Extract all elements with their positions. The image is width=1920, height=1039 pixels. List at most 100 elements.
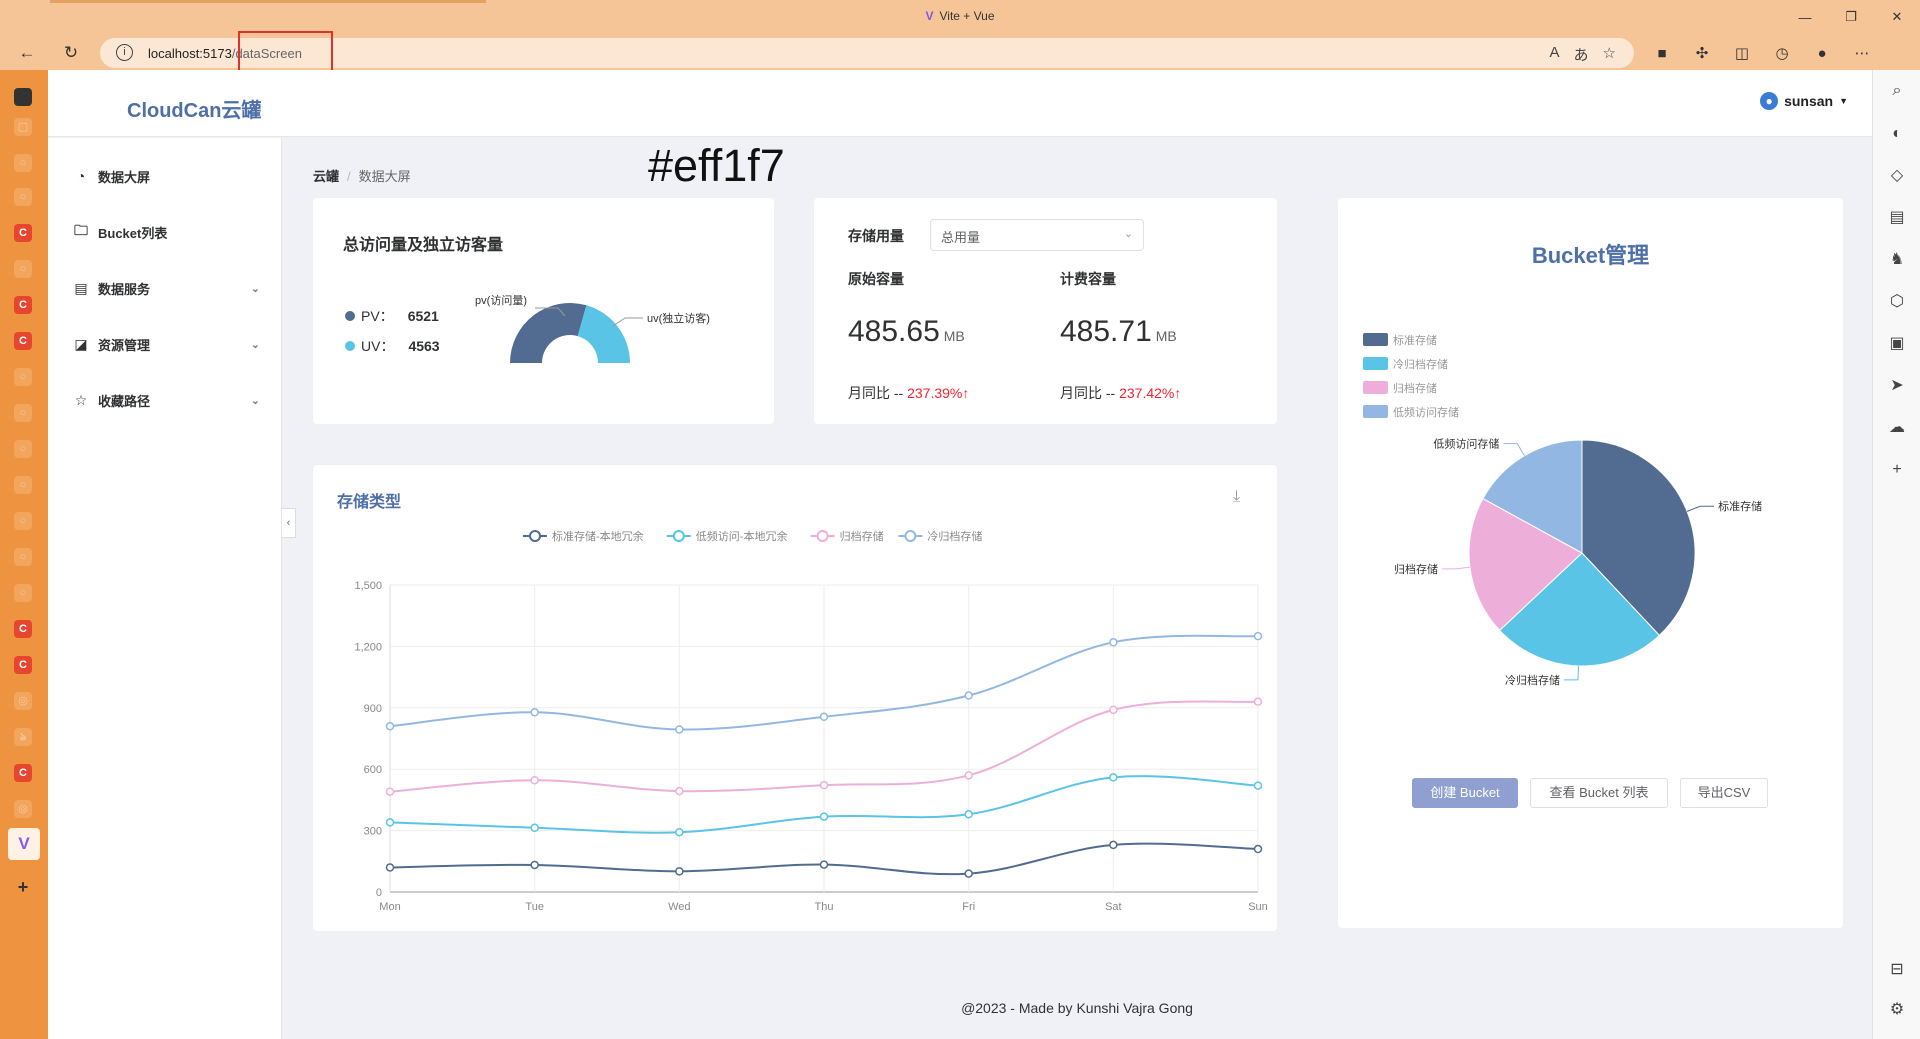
tab-c-icon[interactable]: C [14,224,32,242]
tab-faded-icon[interactable]: ঌ [14,728,32,746]
tab-strip [50,0,486,3]
create-bucket-button[interactable]: 创建 Bucket [1412,778,1518,808]
data-point [1253,844,1263,854]
tab-faded-icon[interactable]: ◎ [14,692,32,710]
pie-slice [1581,439,1696,637]
restore-icon[interactable]: ❐ [1845,9,1857,24]
billed-capacity-number: 485.71 [1060,315,1152,348]
settings-gear-icon[interactable]: ⚙ [1889,1001,1905,1018]
tab-faded-icon[interactable]: ○ [14,404,32,422]
read-aloud-icon[interactable]: A [1549,44,1560,61]
data-point [675,827,684,837]
tab-faded-icon[interactable]: ○ [14,476,32,494]
data-point [1109,840,1118,850]
legend-label: 标准存储-本地冗余 [552,529,644,543]
export-csv-button[interactable]: 导出CSV [1680,778,1768,808]
tab-vite-active-icon[interactable]: V [8,828,40,860]
user-menu[interactable]: ● sunsan ▼ [1760,92,1848,110]
profile-icon[interactable]: ● [1817,44,1827,62]
view-bucket-list-button[interactable]: 查看 Bucket 列表 [1530,778,1668,808]
legend-label: 低频访问-本地冗余 [696,529,788,543]
tab-actions-icon[interactable] [14,88,32,106]
address-bar[interactable]: i localhost:5173/dataScreen A あ ☆ [100,38,1634,68]
breadcrumb: 云罐 / 数据大屏 [313,166,411,185]
breadcrumb-root[interactable]: 云罐 [313,169,340,184]
pie-slice [1468,497,1583,632]
games-icon[interactable]: ⬡ [1890,293,1904,310]
data-point [964,771,973,780]
star-icon: ☆ [74,391,88,408]
search-icon[interactable]: ⌕ [1892,82,1902,99]
data-point [819,812,829,821]
extension-icon[interactable]: ■ [1657,44,1667,62]
app-logo[interactable]: CloudCan云罐 [127,100,262,122]
tab-faded-icon[interactable]: ○ [14,368,32,386]
tab-faded-icon[interactable]: ○ [14,512,32,530]
translate-icon[interactable]: あ [1573,47,1589,64]
sidebar-item-data-services[interactable]: ▤ 数据服务 ⌄ [48,268,282,308]
visits-card: 总访问量及独立访客量 PV： 6521 UV： 4563 pv(访问量) uv(独… [313,198,774,424]
breadcrumb-current: 数据大屏 [358,169,411,184]
bucket-card: Bucket管理 标准存储 冷归档存储 归档存储 低频访问存储 标准存储 冷归档存储 归档存… [1338,198,1843,928]
storage-label: 存储用量 [848,228,904,244]
sidebar-item-resources[interactable]: ◪ 资源管理 ⌄ [48,324,282,364]
sidebar-collapse-button[interactable]: ‹ [282,508,296,538]
outlook-icon[interactable]: ▣ [1889,335,1905,352]
copilot-icon[interactable]: ◐ [1892,125,1902,142]
split-screen-icon[interactable]: ◫ [1734,45,1750,62]
history-icon[interactable]: ◷ [1775,45,1789,62]
donut-callout-line [535,307,566,317]
tab-c-icon[interactable]: C [14,656,32,674]
raw-mom-value: 237.39%↑ [907,385,970,401]
tab-faded-icon[interactable]: ○ [14,154,32,172]
data-point [1253,781,1263,790]
donut-slice [510,303,587,363]
refresh-icon[interactable]: ↻ [63,43,79,62]
url-text[interactable]: localhost:5173/dataScreen [148,46,302,61]
tab-faded-icon[interactable]: ○ [14,584,32,602]
storage-type-select[interactable]: 总用量 ⌄ [930,219,1144,251]
tab-faded-icon[interactable]: ○ [14,260,32,278]
minimize-icon[interactable]: — [1798,9,1812,25]
data-point [1253,697,1263,706]
legend-swatch [1363,381,1388,394]
tab-c-icon[interactable]: C [14,764,32,782]
tab-c-icon[interactable]: C [14,332,32,350]
sidebar-toggle-icon[interactable]: ⊟ [1890,961,1904,978]
drop-icon[interactable]: ☁ [1889,419,1905,436]
vertical-tab-bar: ▢ ○ ○ C ○ C C ○ ○ ○ ○ ○ ○ ○ C C ◎ ঌ C ◎ … [0,70,48,1039]
site-info-icon[interactable]: i [116,44,133,61]
tab-faded-icon[interactable]: ○ [14,188,32,206]
new-tab-plus-icon[interactable]: + [17,877,29,897]
tag-icon[interactable]: ◇ [1890,167,1904,184]
sidebar-item-favorites[interactable]: ☆ 收藏路径 ⌄ [48,380,282,420]
back-icon[interactable]: ← [18,43,36,62]
x-tick-label: Wed [668,901,690,913]
x-tick-label: Tue [525,901,544,913]
raw-mom-prefix: 月同比 -- [848,385,908,401]
donut-label: uv(独立访客) [647,311,710,325]
y-tick-label: 1,500 [354,580,382,592]
tab-page-icon[interactable]: ▢ [14,118,32,136]
favorite-icon[interactable]: ☆ [1602,45,1616,62]
tab-faded-icon[interactable]: ◎ [14,800,32,818]
chess-icon[interactable]: ♞ [1889,251,1905,268]
more-icon[interactable]: ⋯ [1854,45,1870,62]
toolbox-icon[interactable]: ▤ [1889,209,1905,226]
sidebar-item-data-screen[interactable]: ◔ 数据大屏 [48,156,282,196]
send-icon[interactable]: ➤ [1890,377,1904,394]
puzzle-icon[interactable]: ✣ [1695,45,1709,62]
close-icon[interactable]: ✕ [1891,9,1903,24]
tab-faded-icon[interactable]: ○ [14,548,32,566]
y-tick-label: 900 [364,703,382,715]
billed-capacity-label: 计费容量 [1060,271,1116,287]
data-point [675,725,684,734]
tab-c-icon[interactable]: C [14,296,32,314]
y-tick-label: 0 [376,887,382,899]
tab-faded-icon[interactable]: ○ [14,440,32,458]
add-icon[interactable]: + [1892,461,1902,478]
tab-c-icon[interactable]: C [14,620,32,638]
sidebar-item-bucket-list[interactable]: 🗀 Bucket列表 [48,212,282,252]
download-icon[interactable]: ⤓ [1233,488,1241,505]
window-title-text: Vite + Vue [939,9,995,23]
